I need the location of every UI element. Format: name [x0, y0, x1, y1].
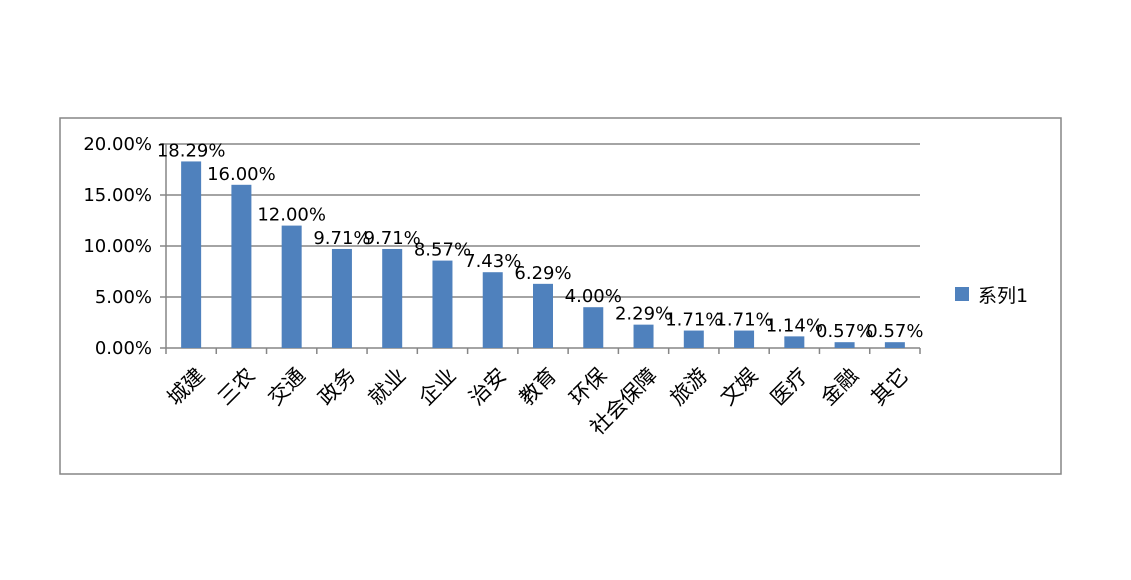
bar — [432, 260, 453, 348]
bar — [583, 307, 604, 348]
y-tick-label: 0.00% — [95, 338, 152, 359]
bar — [884, 342, 905, 348]
chart-frame — [59, 117, 1062, 475]
data-label: 0.57% — [816, 321, 873, 342]
data-label: 9.71% — [313, 228, 370, 249]
data-label: 0.57% — [866, 321, 923, 342]
data-label: 7.43% — [464, 251, 521, 272]
data-label: 6.29% — [514, 263, 571, 284]
data-label: 1.71% — [715, 310, 772, 331]
legend-swatch — [955, 287, 969, 301]
y-tick-label: 20.00% — [83, 134, 152, 155]
data-label: 8.57% — [414, 240, 471, 261]
data-label: 18.29% — [157, 140, 226, 161]
bar — [281, 225, 302, 348]
bars — [181, 161, 905, 348]
data-label: 16.00% — [207, 164, 276, 185]
legend: 系列1 — [955, 285, 1028, 307]
bar — [683, 330, 704, 348]
bar — [181, 161, 202, 348]
data-label: 4.00% — [565, 286, 622, 307]
bar — [734, 330, 755, 348]
bar — [633, 324, 654, 348]
legend-label: 系列1 — [978, 285, 1028, 307]
data-labels: 18.29%16.00%12.00%9.71%9.71%8.57%7.43%6.… — [157, 140, 924, 342]
bar — [533, 283, 553, 348]
y-tick-label: 15.00% — [83, 185, 152, 206]
bar — [382, 248, 403, 348]
bar — [231, 184, 252, 348]
bar — [834, 342, 855, 348]
data-label: 2.29% — [615, 304, 672, 325]
data-label: 1.71% — [665, 310, 722, 331]
data-label: 9.71% — [364, 228, 421, 249]
bar — [784, 336, 805, 348]
data-label: 12.00% — [257, 205, 326, 226]
bar — [482, 272, 503, 348]
y-tick-label: 5.00% — [95, 287, 152, 308]
bar — [331, 248, 352, 348]
y-tick-label: 10.00% — [83, 236, 152, 257]
data-label: 1.14% — [766, 315, 823, 336]
